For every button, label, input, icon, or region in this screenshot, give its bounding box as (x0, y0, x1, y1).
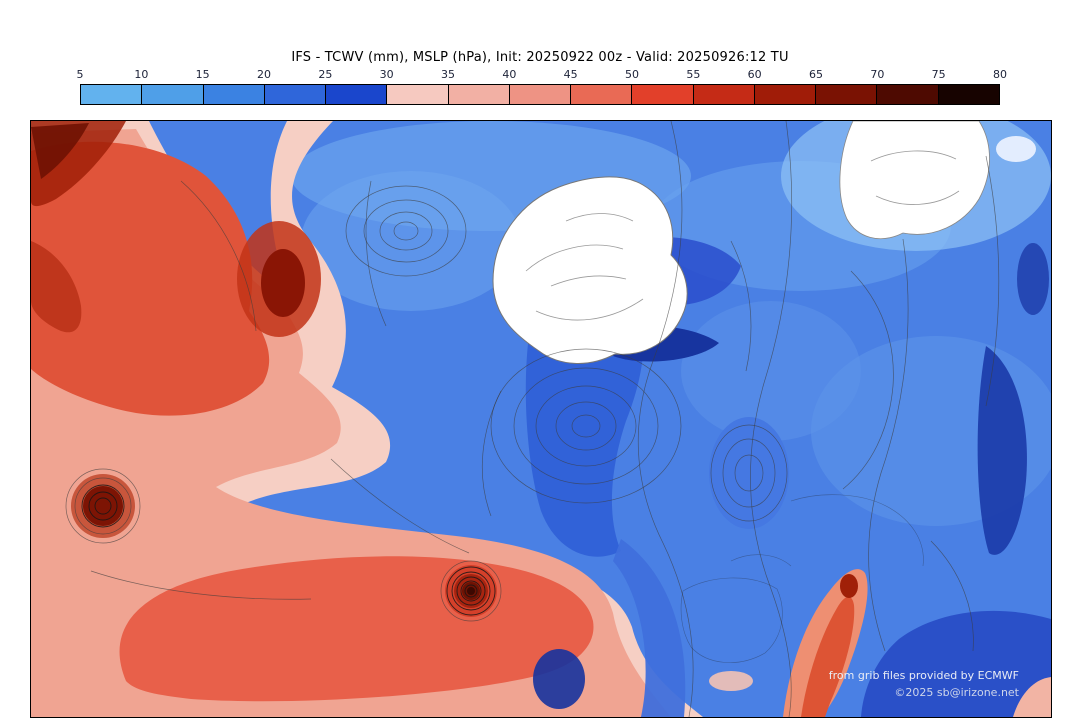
colorbar-segment (141, 85, 203, 104)
colorbar-tick: 45 (563, 68, 578, 81)
colorbar-tick: 70 (870, 68, 885, 81)
colorbar-tick: 75 (931, 68, 946, 81)
colorbar-segment (508, 85, 571, 104)
colorbar-segment (386, 85, 448, 104)
chart-title: IFS - TCWV (mm), MSLP (hPa), Init: 20250… (291, 50, 789, 65)
colorbar-tick: 15 (195, 68, 210, 81)
bottom-right-deep-ocean (861, 610, 1051, 717)
hurricane-vortex (440, 560, 502, 622)
colorbar-segment (447, 85, 509, 104)
colorbar-tick: 65 (809, 68, 823, 81)
colorbar-segment (202, 85, 264, 104)
weather-map: from grib files provided by ECMWF ©2025 … (31, 121, 1051, 717)
colorbar-segment (937, 85, 999, 104)
colorbar-tick: 5 (76, 68, 84, 81)
colorbar-segment (263, 85, 326, 104)
colorbar-tick: 50 (625, 68, 639, 81)
colorbar-segments (80, 84, 1000, 105)
colorbar-segment (325, 85, 387, 104)
mslp-low-uk (710, 424, 788, 522)
colorbar-segment (81, 85, 142, 104)
colorbar-tick: 10 (134, 68, 149, 81)
colorbar-tick: 80 (993, 68, 1007, 81)
credit-copyright: ©2025 sb@irizone.net (894, 686, 1019, 699)
colorbar-ticks: 5 10 15 20 25 30 35 40 45 50 55 60 65 70 75 80 (76, 68, 1008, 82)
colorbar-segment (692, 85, 754, 104)
colorbar-tick: 20 (257, 68, 271, 81)
scandinavia-patch (781, 121, 1051, 251)
colorbar-segment (631, 85, 693, 104)
colorbar-tick: 60 (747, 68, 762, 81)
map-frame: from grib files provided by ECMWF ©2025 … (30, 120, 1052, 718)
credit-ecmwf: from grib files provided by ECMWF (829, 669, 1019, 682)
colorbar-tick: 25 (318, 68, 333, 81)
colorbar-tick: 40 (502, 68, 517, 81)
mslp-low-northwest (345, 185, 467, 277)
colorbar-segment (815, 85, 877, 104)
colorbar-segment (570, 85, 632, 104)
colorbar-tick: 30 (379, 68, 394, 81)
colorbar-tick: 35 (441, 68, 455, 81)
colorbar-segment (876, 85, 938, 104)
mslp-low-central (490, 348, 682, 504)
colorbar-tick: 55 (686, 68, 701, 81)
colorbar-segment (753, 85, 816, 104)
